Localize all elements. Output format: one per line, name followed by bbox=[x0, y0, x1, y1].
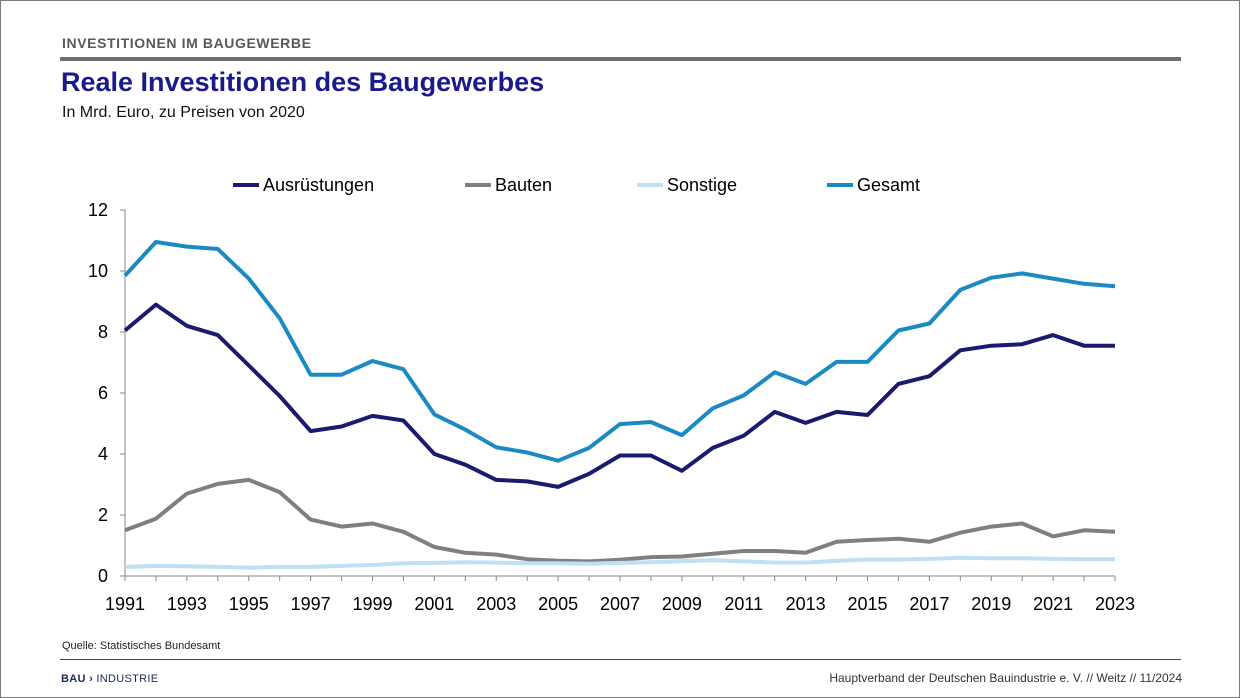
legend-label: Bauten bbox=[495, 175, 552, 195]
x-tick-label: 2007 bbox=[600, 594, 640, 614]
x-tick-label: 2005 bbox=[538, 594, 578, 614]
y-tick-label: 0 bbox=[98, 566, 108, 586]
y-tick-label: 8 bbox=[98, 322, 108, 342]
header-divider bbox=[60, 57, 1181, 61]
x-tick-label: 2011 bbox=[724, 594, 763, 614]
x-tick-label: 2019 bbox=[971, 594, 1011, 614]
x-tick-label: 1993 bbox=[167, 594, 207, 614]
x-tick-label: 2001 bbox=[414, 594, 454, 614]
section-heading: INVESTITIONEN IM BAUGEWERBE bbox=[62, 35, 312, 51]
y-tick-label: 12 bbox=[88, 200, 108, 220]
x-tick-label: 2015 bbox=[847, 594, 887, 614]
legend-label: Ausrüstungen bbox=[263, 175, 374, 195]
logo-bold-text: BAU bbox=[61, 673, 86, 685]
page-title: Reale Investitionen des Baugewerbes bbox=[61, 67, 545, 97]
x-tick-label: 2003 bbox=[476, 594, 516, 614]
source-note: Quelle: Statistisches Bundesamt bbox=[62, 640, 221, 652]
page-subtitle: In Mrd. Euro, zu Preisen von 2020 bbox=[62, 104, 305, 121]
x-tick-label: 1997 bbox=[291, 594, 331, 614]
x-tick-label: 2021 bbox=[1033, 594, 1073, 614]
x-tick-label: 2017 bbox=[909, 594, 949, 614]
series-line-bauten bbox=[124, 477, 1116, 564]
brand-logo: BAU › INDUSTRIE bbox=[61, 673, 158, 685]
footer-divider bbox=[60, 659, 1181, 660]
series-line-gesamt bbox=[123, 240, 1116, 463]
x-tick-label: 2013 bbox=[786, 594, 826, 614]
x-tick-label: 1999 bbox=[352, 594, 392, 614]
x-tick-label: 1995 bbox=[229, 594, 269, 614]
y-tick-label: 6 bbox=[98, 383, 108, 403]
y-tick-label: 10 bbox=[88, 261, 108, 281]
footer-credit: Hauptverband der Deutschen Bauindustrie … bbox=[829, 671, 1182, 685]
x-tick-label: 2023 bbox=[1095, 594, 1135, 614]
x-tick-label: 1991 bbox=[105, 594, 145, 614]
logo-text: INDUSTRIE bbox=[96, 673, 159, 685]
x-tick-label: 2009 bbox=[662, 594, 702, 614]
logo-separator-icon: › bbox=[85, 673, 97, 685]
series-line-ausr-stungen bbox=[123, 302, 1115, 489]
y-tick-label: 4 bbox=[98, 444, 108, 464]
y-tick-label: 2 bbox=[98, 505, 108, 525]
legend-label: Gesamt bbox=[857, 175, 920, 195]
series-line-sonstige bbox=[124, 555, 1115, 570]
legend-label: Sonstige bbox=[667, 175, 737, 195]
